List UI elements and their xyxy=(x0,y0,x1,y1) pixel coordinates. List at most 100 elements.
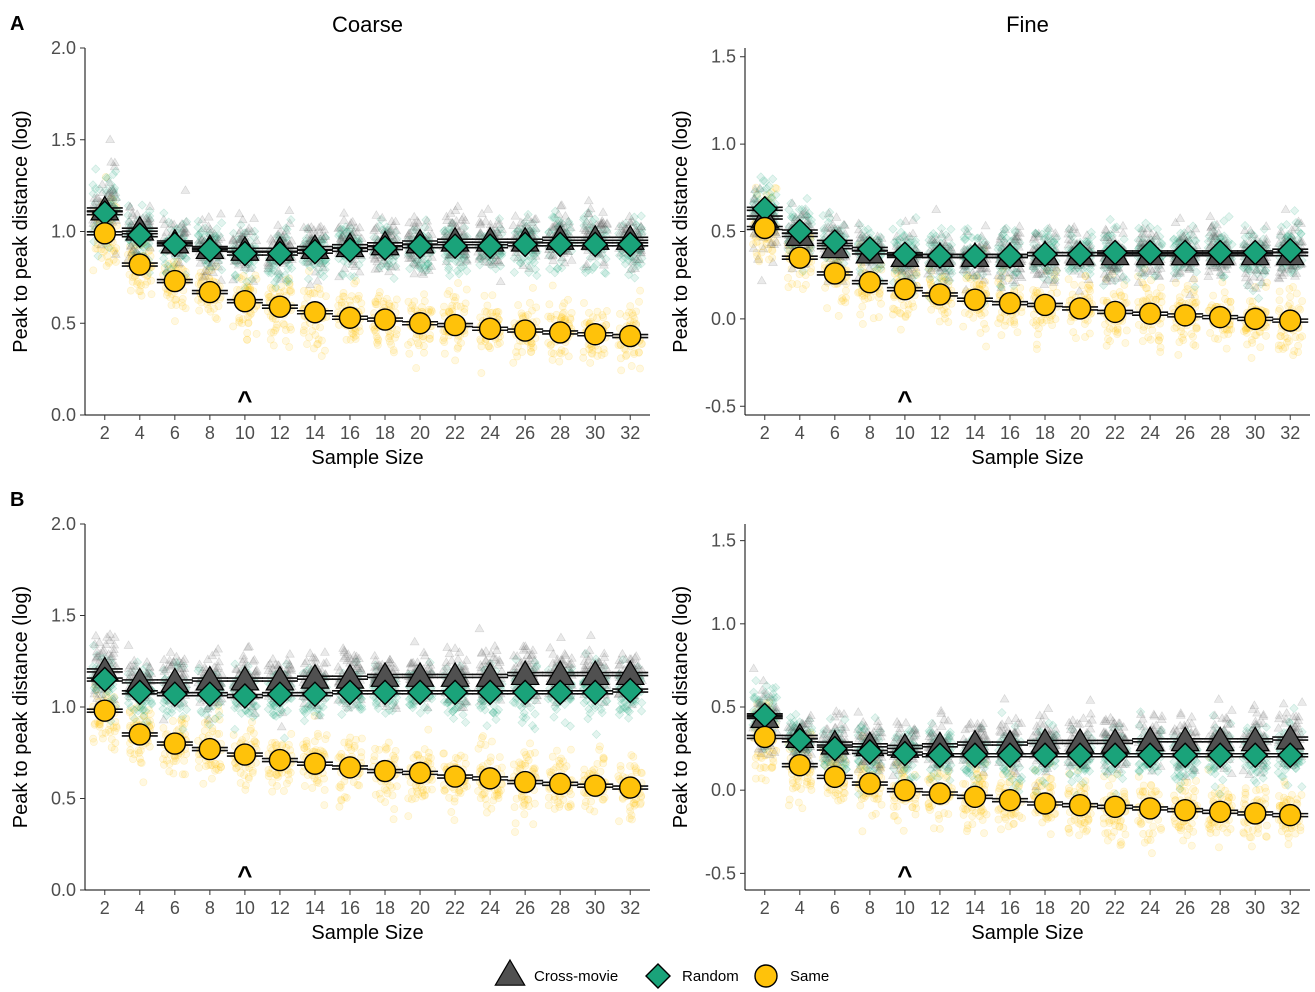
raw-point xyxy=(137,291,146,300)
raw-point xyxy=(419,342,428,350)
raw-point xyxy=(1036,316,1045,325)
raw-point xyxy=(137,200,147,210)
raw-point xyxy=(211,313,220,322)
raw-point xyxy=(927,305,936,314)
raw-point xyxy=(389,273,399,284)
raw-point xyxy=(856,310,865,319)
raw-point xyxy=(102,262,111,270)
raw-point xyxy=(1148,326,1157,335)
raw-point xyxy=(339,288,348,297)
raw-point xyxy=(1032,288,1040,297)
raw-point xyxy=(1116,292,1125,300)
raw-point xyxy=(414,339,422,347)
raw-point xyxy=(627,362,636,370)
raw-point xyxy=(387,340,396,349)
raw-point xyxy=(371,297,380,306)
x-tick-label: 30 xyxy=(585,423,605,443)
raw-point xyxy=(480,216,491,225)
raw-point xyxy=(103,252,111,261)
raw-point xyxy=(111,249,120,258)
raw-point xyxy=(997,331,1006,340)
raw-point xyxy=(1220,288,1229,297)
raw-point xyxy=(617,366,626,375)
raw-point xyxy=(1070,280,1079,289)
raw-point xyxy=(393,326,401,334)
raw-point xyxy=(371,298,380,307)
raw-point xyxy=(285,274,293,283)
raw-point xyxy=(203,212,214,221)
raw-point xyxy=(147,290,156,299)
raw-point xyxy=(480,291,489,300)
raw-point xyxy=(1156,348,1165,356)
raw-point xyxy=(405,349,414,358)
raw-point xyxy=(235,314,244,322)
raw-point xyxy=(352,277,360,285)
raw-point xyxy=(408,301,417,310)
raw-point xyxy=(379,300,388,308)
raw-point xyxy=(167,301,176,310)
raw-point xyxy=(579,353,588,362)
raw-point xyxy=(1029,318,1038,327)
raw-point xyxy=(386,332,394,341)
raw-point xyxy=(135,287,143,295)
raw-point xyxy=(634,348,643,357)
raw-point xyxy=(1289,351,1298,360)
raw-point xyxy=(412,334,420,342)
mean-point xyxy=(163,269,187,293)
y-tick-label: 0.5 xyxy=(51,313,76,333)
raw-point xyxy=(411,305,419,314)
raw-point xyxy=(144,247,153,256)
raw-point xyxy=(404,341,412,349)
raw-point xyxy=(172,301,181,309)
raw-point xyxy=(144,201,155,210)
raw-point xyxy=(392,295,401,304)
panel-letter: A xyxy=(10,13,24,35)
raw-point xyxy=(128,277,137,286)
raw-point xyxy=(315,285,324,293)
raw-point xyxy=(1289,283,1297,291)
raw-point xyxy=(235,316,244,325)
raw-point xyxy=(99,247,108,256)
raw-point xyxy=(337,301,346,310)
raw-point xyxy=(959,322,968,331)
raw-point xyxy=(593,307,602,316)
raw-point xyxy=(426,331,435,339)
raw-point xyxy=(801,280,810,289)
x-tick-label: 2 xyxy=(100,423,110,443)
raw-point xyxy=(335,295,344,304)
raw-point xyxy=(239,271,248,280)
raw-point xyxy=(451,293,460,302)
raw-point xyxy=(632,307,641,316)
raw-point xyxy=(386,330,395,338)
raw-point xyxy=(888,224,898,234)
raw-point xyxy=(206,307,215,316)
raw-point xyxy=(875,290,884,298)
raw-point xyxy=(243,335,252,344)
raw-point xyxy=(136,287,145,296)
mean-point xyxy=(478,317,502,340)
raw-point xyxy=(420,290,428,299)
raw-point xyxy=(454,343,463,351)
raw-point xyxy=(137,281,145,290)
raw-point xyxy=(390,301,399,310)
raw-point xyxy=(112,244,121,253)
raw-point xyxy=(181,304,190,313)
x-tick-label: 8 xyxy=(205,423,215,443)
raw-point xyxy=(339,215,349,224)
raw-point xyxy=(896,325,905,334)
raw-point xyxy=(440,334,448,342)
raw-point xyxy=(1174,351,1183,359)
raw-point xyxy=(514,301,523,309)
raw-point xyxy=(306,289,315,298)
raw-point xyxy=(109,247,118,256)
raw-point xyxy=(841,286,850,295)
raw-point xyxy=(425,334,434,343)
raw-point xyxy=(371,300,380,309)
raw-point xyxy=(482,308,491,317)
raw-point xyxy=(280,287,289,296)
raw-point xyxy=(976,329,985,337)
raw-point xyxy=(793,280,802,289)
raw-point xyxy=(213,315,221,324)
